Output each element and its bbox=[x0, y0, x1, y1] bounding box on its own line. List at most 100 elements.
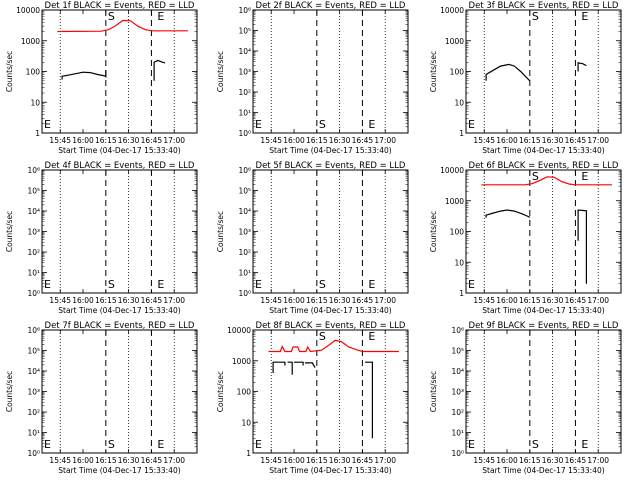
x-tick-label: 16:00 bbox=[283, 296, 305, 305]
x-tick-label: 16:15 bbox=[95, 136, 117, 145]
x-axis-label: Start Time (04-Dec-17 15:33:40) bbox=[482, 146, 604, 155]
y-tick-label: 1 bbox=[459, 129, 464, 138]
y-tick-label: 10⁵ bbox=[238, 187, 251, 196]
x-tick-label: 16:15 bbox=[95, 296, 117, 305]
plot-frame bbox=[252, 329, 409, 454]
y-tick-label: 10² bbox=[27, 408, 40, 417]
detector-panel-8: Det 8f BLACK = Events, RED = LLD 1 10 100 10… bbox=[216, 321, 409, 475]
e-marker-label: E bbox=[581, 438, 588, 451]
x-tick-label: 16:30 bbox=[118, 136, 140, 145]
events-rate-line bbox=[272, 361, 286, 373]
x-tick-label: 15:45 bbox=[49, 136, 71, 145]
x-tick-label: 17:00 bbox=[374, 296, 396, 305]
x-tick-label: 16:45 bbox=[141, 296, 163, 305]
y-tick-label: 10000 bbox=[227, 326, 251, 335]
edge-e-label: E bbox=[44, 438, 51, 451]
edge-e-label: E bbox=[255, 438, 262, 451]
y-tick-label: 10² bbox=[238, 248, 251, 257]
y-tick-label: 1000 bbox=[445, 37, 464, 46]
plot-frame bbox=[465, 329, 622, 454]
edge-e-label: E bbox=[44, 118, 51, 131]
e-marker-label: E bbox=[368, 118, 375, 131]
lld-rate-line bbox=[57, 19, 188, 33]
x-tick-label: 16:45 bbox=[565, 296, 587, 305]
panel-title: Det 9f BLACK = Events, RED = LLD bbox=[469, 321, 619, 331]
x-tick-label: 16:15 bbox=[95, 456, 117, 465]
s-marker-label: S bbox=[108, 278, 115, 291]
panel-title: Det 5f BLACK = Events, RED = LLD bbox=[256, 161, 406, 171]
y-tick-label: 10³ bbox=[27, 388, 40, 397]
y-tick-label: 10⁵ bbox=[451, 347, 464, 356]
y-tick-label: 10¹ bbox=[238, 269, 251, 278]
y-axis-label: Counts/sec bbox=[429, 371, 438, 412]
e-marker-label: E bbox=[581, 170, 588, 183]
x-tick-label: 16:15 bbox=[519, 136, 541, 145]
y-tick-label: 10² bbox=[27, 248, 40, 257]
edge-e-label: E bbox=[468, 438, 475, 451]
x-tick-label: 15:45 bbox=[260, 456, 282, 465]
x-tick-label: 17:00 bbox=[587, 296, 609, 305]
x-tick-label: 16:45 bbox=[141, 136, 163, 145]
x-tick-label: 16:30 bbox=[329, 296, 351, 305]
s-marker-label: S bbox=[108, 10, 115, 23]
events-rate-line bbox=[577, 209, 588, 284]
panel-title: Det 2f BLACK = Events, RED = LLD bbox=[256, 1, 406, 11]
y-axis-label: Counts/sec bbox=[5, 211, 14, 252]
y-tick-label: 10³ bbox=[238, 68, 251, 77]
y-tick-label: 10 bbox=[454, 258, 464, 267]
detector-panel-3: Det 3f BLACK = Events, RED = LLD 1 10 100 10… bbox=[429, 1, 622, 155]
s-marker-label: S bbox=[532, 10, 539, 23]
y-tick-label: 10² bbox=[238, 88, 251, 97]
s-marker-label: S bbox=[319, 118, 326, 131]
y-tick-label: 10⁴ bbox=[27, 367, 40, 376]
x-tick-label: 16:45 bbox=[565, 456, 587, 465]
plot-frame bbox=[41, 169, 198, 294]
y-tick-label: 1000 bbox=[21, 37, 40, 46]
events-rate-line bbox=[61, 70, 107, 80]
x-tick-label: 16:30 bbox=[329, 456, 351, 465]
x-tick-label: 16:00 bbox=[496, 296, 518, 305]
y-tick-label: 10¹ bbox=[27, 429, 40, 438]
x-tick-label: 15:45 bbox=[49, 296, 71, 305]
y-tick-label: 10¹ bbox=[238, 109, 251, 118]
y-axis-label: Counts/sec bbox=[216, 211, 225, 252]
lld-rate-line bbox=[268, 339, 399, 353]
y-tick-label: 10⁴ bbox=[238, 207, 251, 216]
x-tick-label: 17:00 bbox=[163, 296, 185, 305]
x-tick-label: 15:45 bbox=[260, 136, 282, 145]
plot-frame bbox=[41, 9, 198, 134]
detector-panel-9: Det 9f BLACK = Events, RED = LLD 10⁰ 10¹ 10… bbox=[429, 321, 622, 475]
edge-e-label: E bbox=[44, 278, 51, 291]
x-tick-label: 16:45 bbox=[565, 136, 587, 145]
x-tick-label: 16:00 bbox=[72, 296, 94, 305]
x-tick-label: 16:30 bbox=[118, 456, 140, 465]
x-tick-label: 15:45 bbox=[260, 296, 282, 305]
x-tick-label: 15:45 bbox=[473, 296, 495, 305]
y-tick-label: 10⁰ bbox=[451, 449, 464, 458]
x-tick-label: 16:00 bbox=[72, 456, 94, 465]
y-tick-label: 10000 bbox=[440, 6, 464, 15]
y-tick-label: 10⁰ bbox=[27, 449, 40, 458]
detector-panel-7: Det 7f BLACK = Events, RED = LLD 10⁰ 10¹ 10… bbox=[5, 321, 198, 475]
y-tick-label: 100 bbox=[450, 228, 465, 237]
x-axis-label: Start Time (04-Dec-17 15:33:40) bbox=[269, 466, 391, 475]
y-tick-label: 10⁰ bbox=[238, 129, 251, 138]
events-rate-line bbox=[153, 59, 166, 81]
x-tick-label: 16:15 bbox=[306, 296, 328, 305]
y-tick-label: 10 bbox=[30, 98, 40, 107]
y-tick-label: 100 bbox=[26, 68, 41, 77]
y-tick-label: 1 bbox=[246, 449, 251, 458]
x-tick-label: 16:15 bbox=[306, 136, 328, 145]
panel-title: Det 3f BLACK = Events, RED = LLD bbox=[469, 1, 619, 11]
s-marker-label: S bbox=[532, 170, 539, 183]
y-tick-label: 10⁵ bbox=[27, 187, 40, 196]
y-tick-label: 10⁶ bbox=[238, 166, 251, 175]
x-axis-label: Start Time (04-Dec-17 15:33:40) bbox=[58, 306, 180, 315]
x-axis-label: Start Time (04-Dec-17 15:33:40) bbox=[482, 466, 604, 475]
x-tick-label: 16:45 bbox=[352, 136, 374, 145]
e-marker-label: E bbox=[157, 438, 164, 451]
y-axis-label: Counts/sec bbox=[429, 51, 438, 92]
y-tick-label: 10 bbox=[241, 418, 251, 427]
y-tick-label: 10⁰ bbox=[238, 289, 251, 298]
y-tick-label: 1000 bbox=[232, 357, 251, 366]
